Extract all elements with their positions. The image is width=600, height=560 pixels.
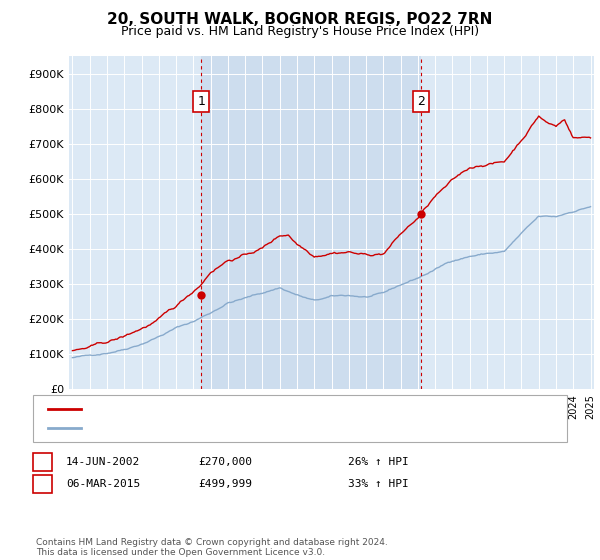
Text: 14-JUN-2002: 14-JUN-2002 (66, 457, 140, 467)
Text: HPI: Average price, detached house, Arun: HPI: Average price, detached house, Arun (87, 423, 315, 433)
Text: 26% ↑ HPI: 26% ↑ HPI (348, 457, 409, 467)
Text: £270,000: £270,000 (198, 457, 252, 467)
Text: 06-MAR-2015: 06-MAR-2015 (66, 479, 140, 489)
Text: 1: 1 (39, 457, 46, 467)
Text: 20, SOUTH WALK, BOGNOR REGIS, PO22 7RN: 20, SOUTH WALK, BOGNOR REGIS, PO22 7RN (107, 12, 493, 27)
Text: 1: 1 (197, 95, 205, 108)
Text: 2: 2 (417, 95, 425, 108)
Text: 33% ↑ HPI: 33% ↑ HPI (348, 479, 409, 489)
Text: 20, SOUTH WALK, BOGNOR REGIS, PO22 7RN (detached house): 20, SOUTH WALK, BOGNOR REGIS, PO22 7RN (… (87, 404, 435, 414)
Text: Price paid vs. HM Land Registry's House Price Index (HPI): Price paid vs. HM Land Registry's House … (121, 25, 479, 38)
Bar (201, 56, 421, 389)
Text: Contains HM Land Registry data © Crown copyright and database right 2024.
This d: Contains HM Land Registry data © Crown c… (36, 538, 388, 557)
Text: 2: 2 (39, 479, 46, 489)
Text: £499,999: £499,999 (198, 479, 252, 489)
